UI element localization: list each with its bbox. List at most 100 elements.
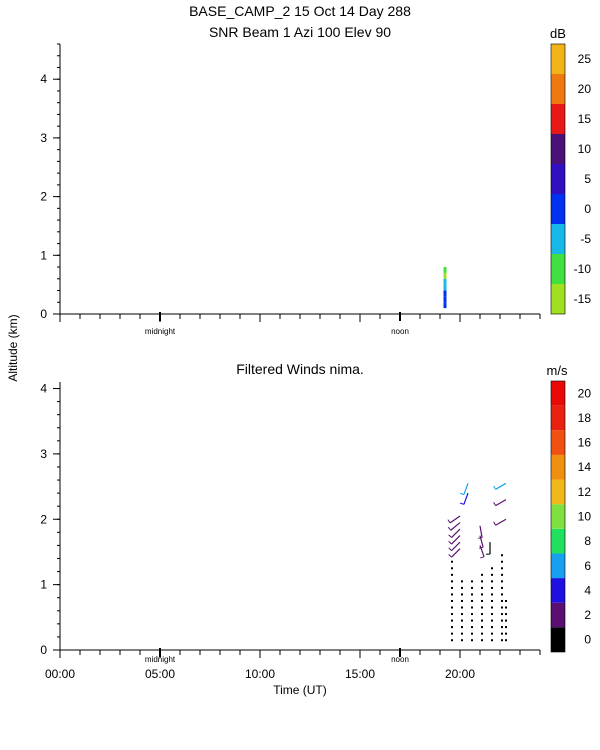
- y-axis-label: Altitude (km): [6, 314, 20, 381]
- snr-midnight-label: midnight: [145, 327, 176, 336]
- wind-y-tick-label: 2: [40, 512, 47, 526]
- wind-barb: [451, 535, 461, 545]
- snr-colorbar-label: 20: [578, 82, 592, 96]
- snr-colorbar-segment: [551, 254, 565, 284]
- wind-y-tick-label: 3: [40, 447, 47, 461]
- calm-wind-point: [461, 639, 463, 642]
- calm-wind-point: [481, 626, 483, 629]
- wind-barb-flag: [480, 556, 485, 559]
- calm-wind-point: [451, 593, 453, 596]
- wind-barb-flag: [447, 526, 452, 531]
- calm-wind-point: [471, 639, 473, 642]
- wind-barb-flag: [493, 485, 497, 490]
- snr-colorbar-segment: [551, 284, 565, 314]
- calm-wind-point: [481, 613, 483, 616]
- wind-colorbar-frame: [550, 380, 566, 653]
- wind-y-tick-label: 4: [40, 382, 47, 396]
- calm-wind-point: [461, 613, 463, 616]
- snr-colorbar-label: 5: [584, 172, 591, 186]
- calm-wind-point: [491, 599, 493, 602]
- wind-colorbar-segment: [551, 553, 565, 579]
- calm-wind-point: [501, 560, 503, 563]
- wind-colorbar-segment: [551, 430, 565, 455]
- wind-colorbar-label: 10: [578, 510, 592, 524]
- calm-wind-point: [461, 606, 463, 609]
- calm-wind-point: [501, 554, 503, 557]
- chart-title-line1: BASE_CAMP_2 15 Oct 14 Day 288: [189, 3, 411, 19]
- wind-barb-flag: [459, 492, 465, 496]
- wind-barb: [479, 525, 483, 538]
- calm-wind-point: [471, 632, 473, 635]
- wind-barb: [495, 482, 507, 490]
- snr-y-tick-label: 4: [40, 72, 47, 86]
- wind-barb-flag: [459, 502, 465, 505]
- snr-colorbar-label: 10: [578, 142, 592, 156]
- wind-barb: [463, 483, 469, 495]
- snr-colorbar-segment: [551, 224, 565, 254]
- wind-colorbar-segment: [551, 454, 565, 480]
- wind-day-marker: [399, 648, 401, 657]
- calm-wind-point: [501, 639, 503, 642]
- snr-cell: [443, 278, 447, 285]
- snr-cell: [443, 284, 447, 291]
- calm-wind-point: [491, 639, 493, 642]
- wind-colorbar-label: 20: [578, 386, 592, 400]
- snr-colorbar-label: -10: [574, 262, 592, 276]
- x-tick-label: 20:00: [445, 667, 475, 681]
- calm-wind-point: [491, 632, 493, 635]
- calm-wind-point: [451, 567, 453, 570]
- calm-wind-point: [471, 626, 473, 629]
- calm-wind-point: [451, 599, 453, 602]
- calm-wind-point: [481, 573, 483, 576]
- wind-colorbar-segment: [551, 528, 565, 554]
- calm-wind-point: [501, 599, 503, 602]
- x-axis-label: Time (UT): [273, 683, 327, 697]
- calm-wind-point: [451, 580, 453, 583]
- snr-cell: [443, 290, 447, 297]
- snr-colorbar-segment: [551, 164, 565, 194]
- wind-barb: [495, 518, 507, 526]
- snr-colorbar-frame: [550, 43, 566, 315]
- calm-wind-point: [491, 606, 493, 609]
- calm-wind-point: [501, 567, 503, 570]
- wind-colorbar-label: 8: [584, 534, 591, 548]
- calm-wind-point: [461, 619, 463, 622]
- wind-colorbar-segment: [551, 504, 565, 529]
- snr-colorbar-segment: [551, 104, 565, 134]
- calm-wind-point: [481, 632, 483, 635]
- wind-barb: [451, 541, 461, 552]
- calm-wind-point: [481, 599, 483, 602]
- wind-colorbar-segment: [551, 578, 565, 603]
- calm-wind-point: [505, 606, 507, 609]
- calm-wind-point: [471, 599, 473, 602]
- calm-wind-point: [491, 626, 493, 629]
- snr-day-marker: [159, 312, 161, 321]
- calm-wind-point: [491, 586, 493, 589]
- wind-colorbar-label: 6: [584, 559, 591, 573]
- snr-colorbar-segment: [551, 74, 565, 104]
- wind-barb: [450, 522, 461, 531]
- calm-wind-point: [451, 632, 453, 635]
- calm-wind-point: [451, 606, 453, 609]
- wind-plot-area: 0 1 2 3 4 00:00 05:00 10:00 15:00 20:00 midnight…: [40, 382, 541, 681]
- chart-title-line2: SNR Beam 1 Azi 100 Elev 90: [209, 24, 391, 40]
- wind-barb: [479, 545, 485, 557]
- calm-wind-point: [501, 632, 503, 635]
- calm-wind-point: [451, 639, 453, 642]
- calm-wind-point: [481, 580, 483, 583]
- snr-colorbar-unit: dB: [550, 26, 566, 41]
- wind-colorbar-segment: [551, 602, 565, 628]
- wind-barb-flag: [448, 553, 452, 558]
- calm-wind-point: [501, 580, 503, 583]
- snr-colorbar-label: 25: [578, 52, 592, 66]
- wind-colorbar-segment: [551, 479, 565, 505]
- calm-wind-point: [501, 626, 503, 629]
- x-tick-label: 00:00: [45, 667, 75, 681]
- calm-wind-point: [461, 593, 463, 596]
- calm-wind-point: [501, 586, 503, 589]
- wind-barb-flag: [448, 540, 452, 545]
- calm-wind-point: [491, 593, 493, 596]
- calm-wind-point: [451, 626, 453, 629]
- calm-wind-point: [505, 626, 507, 629]
- wind-barb-flag: [448, 534, 452, 538]
